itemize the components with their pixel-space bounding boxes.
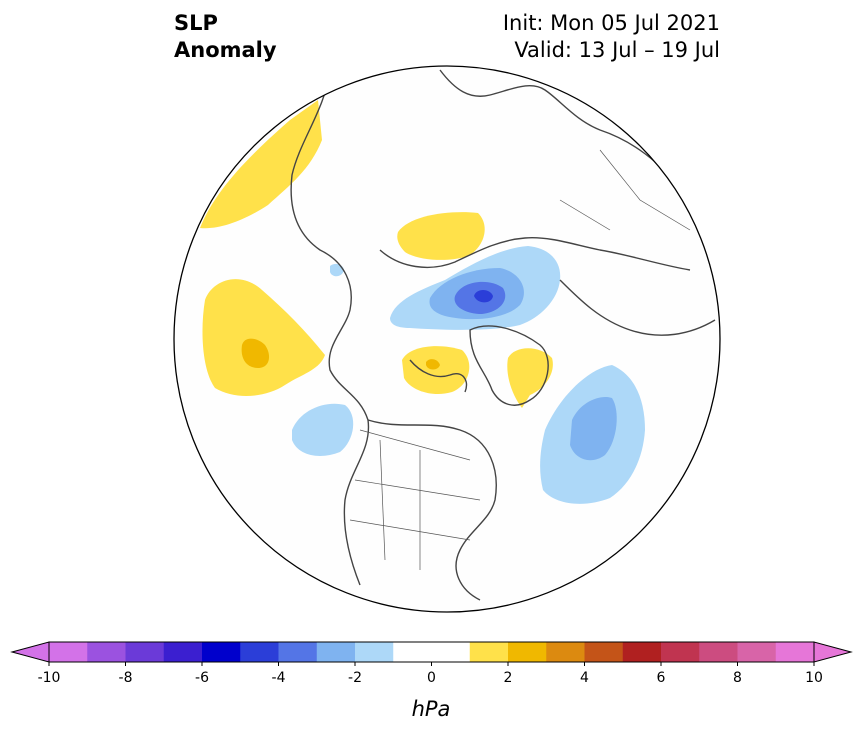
colorbar-bin <box>546 642 585 662</box>
colorbar-tick-label: -2 <box>348 670 362 686</box>
positive-anomaly-nw <box>200 100 322 229</box>
colorbar-extend-high <box>813 641 853 663</box>
colorbar-bin <box>355 642 394 662</box>
colorbar-extend-low <box>10 641 50 663</box>
positive-anomaly-canada <box>402 346 470 395</box>
colorbar-bin <box>508 642 547 662</box>
colorbar-bin <box>775 642 815 662</box>
colorbar-bin <box>661 642 700 662</box>
positive-anomaly-core-pacific <box>241 338 270 368</box>
colorbar-tick-label: 2 <box>504 670 513 686</box>
positive-anomaly-siberia <box>397 212 485 260</box>
colorbar-bin <box>622 642 662 662</box>
colorbar-ticks: -10 -8 -6 -4 -2 0 2 4 6 8 10 <box>38 662 823 686</box>
colorbar-bin <box>699 642 738 662</box>
init-date: Init: Mon 05 Jul 2021 <box>502 11 720 35</box>
coastlines <box>290 69 716 601</box>
polar-map <box>173 65 721 613</box>
colorbar-tick-label: 0 <box>427 670 436 686</box>
colorbar-tick-label: -10 <box>38 670 61 686</box>
title-line-2: Anomaly <box>174 38 277 62</box>
colorbar-bin <box>469 642 509 662</box>
colorbar-bin <box>584 642 624 662</box>
borders <box>349 149 691 570</box>
colorbar-tick-label: 4 <box>580 670 589 686</box>
colorbar-bin <box>393 642 471 662</box>
colorbar-tick-label: -6 <box>195 670 209 686</box>
colorbar-label: hPa <box>412 697 451 721</box>
positive-anomaly-pacific <box>202 279 325 396</box>
colorbar-tick-label: 10 <box>805 670 823 686</box>
colorbar-bin <box>240 642 279 662</box>
negative-anomaly-medium-atlantic <box>570 396 617 461</box>
colorbar-bin <box>737 642 777 662</box>
colorbar-tick-label: 6 <box>657 670 666 686</box>
colorbar-bin <box>202 642 241 662</box>
colorbar-bin <box>87 642 126 662</box>
colorbar-tick-label: -4 <box>272 670 286 686</box>
colorbar-bin <box>125 642 165 662</box>
positive-anomaly-core-canada <box>426 359 440 370</box>
map-boundary <box>173 65 721 613</box>
chart-title: SLP Anomaly <box>174 10 277 64</box>
colorbar-bin <box>49 642 88 662</box>
colorbar-bin <box>316 642 356 662</box>
colorbar-frame <box>48 641 815 663</box>
positive-anomaly-greenland <box>507 348 553 408</box>
valid-range: Valid: 13 Jul – 19 Jul <box>514 38 720 62</box>
colorbar-tick-label: 8 <box>733 670 742 686</box>
colorbar-bins <box>49 642 815 662</box>
colorbar-bin <box>163 642 203 662</box>
negative-anomaly-alaska <box>292 403 354 456</box>
colorbar-tick-label: -8 <box>119 670 133 686</box>
colorbar-bin <box>278 642 318 662</box>
title-line-1: SLP <box>174 11 218 35</box>
forecast-info: Init: Mon 05 Jul 2021 Valid: 13 Jul – 19… <box>503 10 720 64</box>
negative-anomaly-core-arctic <box>474 290 493 303</box>
